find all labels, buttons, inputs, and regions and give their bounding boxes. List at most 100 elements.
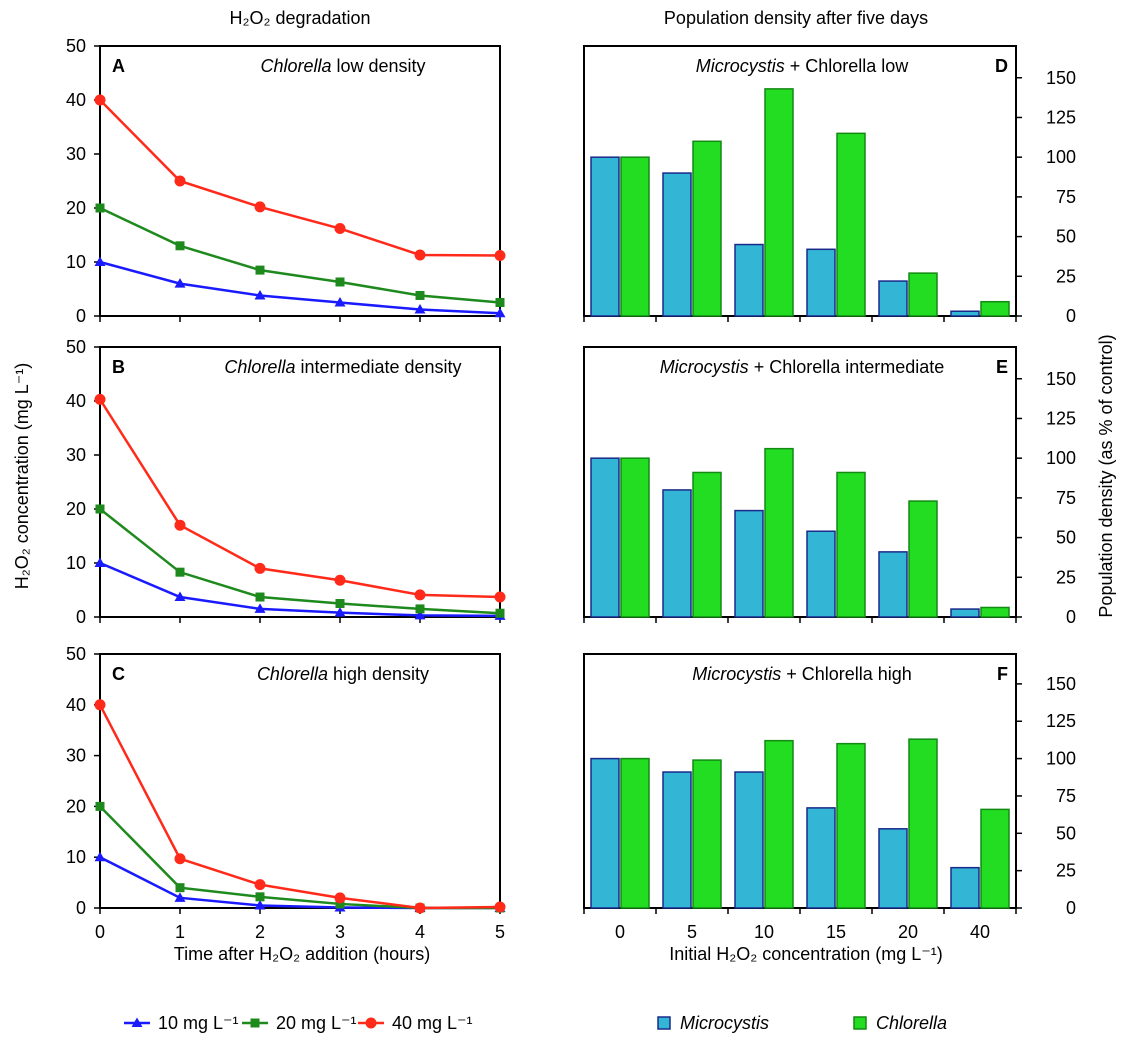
legend-label: 20 mg L⁻¹ [276,1013,357,1033]
x-tick-label: 5 [687,922,697,942]
panel-title-rest: + Chlorella intermediate [749,357,945,377]
y-tick-label: 25 [1056,861,1076,881]
y-tick-label: 150 [1046,68,1076,88]
bar-microcystis [806,530,836,618]
series-line [99,561,501,618]
y-tick-label: 20 [66,796,86,816]
y-tick-label: 0 [1066,898,1076,918]
panel-title-species: Chlorella [224,357,295,377]
data-point [94,256,106,266]
panel-a: A Chlorella low density 0 10 20 30 40 50 [66,36,506,326]
right-column-title: Population density after five days [664,8,928,28]
y-tick-label: 20 [66,198,86,218]
bar-microcystis [662,771,692,909]
data-point [254,289,266,300]
y-tick-label: 25 [1056,567,1076,587]
panel-letter: F [997,664,1008,684]
bar-chlorella [908,272,938,317]
y-tick-label: 40 [66,391,86,411]
data-point [414,304,426,314]
x-tick-label: 5 [495,922,505,942]
data-point [414,249,426,261]
data-point [174,591,186,602]
data-point [415,604,425,614]
series-line [98,704,501,910]
bar-microcystis [878,828,908,909]
data-point [94,699,106,711]
y-tick-label: 0 [76,607,86,627]
y-tick-label: 10 [66,553,86,573]
y-tick-label: 30 [66,144,86,164]
panel-title-rest: high density [328,664,429,684]
panel-title: Microcystis + Chlorella high [692,664,912,684]
data-point [175,241,185,251]
data-point [415,290,425,300]
bar-microcystis [878,551,908,618]
y-tick-label: 0 [1066,306,1076,326]
panel-title-species: Microcystis [692,664,781,684]
data-point [255,892,265,902]
left-x-axis-title: Time after H₂O₂ addition (hours) [174,944,430,964]
bar-microcystis [662,172,692,317]
panel-title-rest: low density [332,56,426,76]
data-point [174,278,186,288]
y-tick-label: 20 [66,499,86,519]
series-line [99,99,501,257]
data-point [175,567,185,577]
series-line [99,260,501,315]
panel-frame [99,45,501,317]
bar-chlorella [980,606,1010,618]
panel-frame [99,653,501,909]
panel-letter: A [112,56,125,76]
bar-chlorella [764,447,794,618]
y-tick-label: 40 [66,695,86,715]
series-line [99,206,501,304]
x-tick-label: 20 [898,922,918,942]
square-icon [250,1018,260,1028]
data-point [94,557,106,567]
bar-microcystis [878,280,908,317]
y-tick-label: 100 [1046,147,1076,167]
y-tick-label: 30 [66,746,86,766]
y-tick-label: 50 [66,644,86,664]
series-square-2 [95,504,505,618]
data-point [95,801,105,811]
data-point [334,607,346,617]
bar-microcystis [734,509,764,618]
series-circle-3 [94,393,506,603]
data-point [334,892,346,904]
data-point [94,94,106,106]
panel-title-species: Chlorella [257,664,328,684]
panel-letter: D [995,56,1008,76]
data-point [495,608,505,618]
y-tick-label: 100 [1046,448,1076,468]
legend-item-microcystis: Microcystis [657,1013,769,1033]
bar-chlorella [764,739,794,909]
data-point [94,851,106,862]
bar-chlorella [764,88,794,317]
data-point [495,298,505,307]
data-point [254,899,266,910]
series-circle-3 [94,94,506,262]
panel-d: D Microcystis + Chlorella low 0 25 50 75 100 12… [583,45,1076,326]
legend-item-chlorella: Chlorella [853,1013,947,1033]
series-line [99,508,501,615]
panel-title: Microcystis + Chlorella intermediate [660,357,945,377]
y-tick-label: 50 [66,36,86,56]
panel-title: Chlorella high density [257,664,429,684]
legend-label: 10 mg L⁻¹ [158,1013,239,1033]
data-point [255,592,265,602]
bar-chlorella [692,759,722,909]
y-tick-label: 125 [1046,107,1076,127]
series-square-2 [95,203,505,307]
left-column-title: H₂O₂ degradation [229,8,370,28]
bar-microcystis [806,807,836,909]
data-point [334,297,346,307]
bar-chlorella [908,738,938,909]
data-point [414,609,426,620]
panel-title-species: Microcystis [696,56,785,76]
legend-item-square: 20 mg L⁻¹ [242,1013,357,1033]
